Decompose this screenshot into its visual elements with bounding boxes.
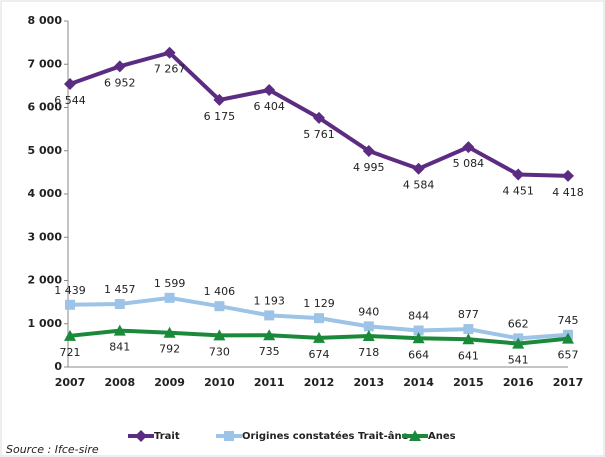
point bbox=[512, 168, 525, 181]
y-tick-label: 1 000 bbox=[28, 317, 63, 330]
point bbox=[65, 299, 75, 310]
y-tick-label: 8 000 bbox=[28, 14, 63, 27]
point bbox=[314, 313, 324, 324]
data-label: 4 451 bbox=[502, 184, 534, 197]
data-label: 1 599 bbox=[154, 277, 186, 290]
y-tick-label: 5 000 bbox=[28, 144, 63, 157]
data-label: 6 952 bbox=[104, 76, 136, 89]
point bbox=[264, 310, 275, 321]
point bbox=[512, 337, 525, 349]
point bbox=[113, 324, 126, 336]
data-label: 6 404 bbox=[253, 100, 285, 113]
x-tick-label: 2011 bbox=[254, 376, 285, 389]
legend-marker bbox=[135, 430, 147, 442]
data-label: 735 bbox=[259, 345, 280, 358]
y-tick-label: 2 000 bbox=[28, 274, 63, 287]
y-tick-label: 0 bbox=[54, 360, 62, 373]
y-tick-label: 3 000 bbox=[28, 230, 63, 243]
data-label: 6 175 bbox=[204, 110, 236, 123]
point bbox=[462, 141, 475, 154]
x-tick-label: 2010 bbox=[204, 376, 235, 389]
x-tick-label: 2014 bbox=[403, 376, 434, 389]
data-label: 674 bbox=[309, 348, 330, 361]
point bbox=[313, 331, 325, 343]
data-label: 4 584 bbox=[403, 179, 435, 192]
data-label: 745 bbox=[558, 314, 579, 327]
x-tick-label: 2017 bbox=[553, 376, 584, 389]
data-label: 844 bbox=[408, 309, 429, 322]
data-label: 662 bbox=[508, 317, 529, 330]
data-label: 4 995 bbox=[353, 161, 385, 174]
data-label: 1 406 bbox=[204, 285, 236, 298]
point bbox=[412, 162, 425, 175]
data-label: 721 bbox=[60, 346, 81, 359]
data-label: 841 bbox=[109, 341, 130, 354]
point bbox=[363, 321, 374, 332]
data-label: 7 267 bbox=[154, 63, 186, 76]
data-label: 1 439 bbox=[54, 284, 86, 297]
x-tick-label: 2015 bbox=[453, 376, 484, 389]
point bbox=[462, 333, 475, 345]
point bbox=[164, 292, 175, 303]
point bbox=[413, 325, 424, 336]
point bbox=[214, 301, 225, 312]
point bbox=[64, 329, 76, 341]
data-label: 657 bbox=[558, 349, 579, 362]
legend-marker bbox=[224, 431, 234, 441]
x-tick-label: 2009 bbox=[154, 376, 185, 389]
data-label: 1 129 bbox=[303, 297, 335, 310]
point bbox=[562, 169, 574, 182]
point bbox=[64, 77, 76, 90]
data-label: 940 bbox=[358, 305, 379, 318]
x-tick-label: 2008 bbox=[104, 376, 135, 389]
point bbox=[213, 329, 226, 341]
x-tick-label: 2012 bbox=[304, 376, 335, 389]
point bbox=[263, 84, 276, 97]
data-label: 4 418 bbox=[552, 186, 584, 199]
point bbox=[313, 111, 325, 124]
x-tick-label: 2007 bbox=[55, 376, 86, 389]
data-label: 718 bbox=[358, 346, 379, 359]
point bbox=[263, 329, 276, 341]
data-label: 792 bbox=[159, 343, 180, 356]
legend-label: Origines constatées Trait-âne bbox=[242, 430, 409, 442]
data-label: 541 bbox=[508, 354, 529, 367]
legend-label: Trait bbox=[154, 431, 180, 442]
data-label: 6 544 bbox=[54, 94, 86, 107]
point bbox=[213, 93, 226, 106]
point bbox=[362, 144, 375, 157]
data-label: 5 084 bbox=[453, 157, 485, 170]
legend-marker bbox=[409, 430, 421, 441]
data-label: 730 bbox=[209, 345, 230, 358]
data-label: 664 bbox=[408, 348, 429, 361]
point bbox=[163, 326, 176, 338]
y-tick-label: 4 000 bbox=[28, 187, 63, 200]
point bbox=[114, 298, 125, 309]
data-label: 5 761 bbox=[303, 128, 335, 141]
y-tick-label: 7 000 bbox=[28, 57, 63, 70]
point bbox=[163, 46, 176, 59]
data-label: 641 bbox=[458, 349, 479, 362]
y-tick-label: 6 000 bbox=[28, 101, 63, 114]
data-label: 1 457 bbox=[104, 283, 136, 296]
data-label: 877 bbox=[458, 308, 479, 321]
point bbox=[562, 332, 574, 344]
point bbox=[113, 60, 126, 73]
source-note: Source : Ifce-sire bbox=[6, 443, 99, 456]
data-label: 1 193 bbox=[253, 294, 285, 307]
point bbox=[463, 324, 474, 335]
x-tick-label: 2013 bbox=[353, 376, 384, 389]
legend-label: Anes bbox=[428, 431, 456, 442]
point bbox=[362, 329, 375, 341]
point bbox=[412, 332, 425, 344]
x-tick-label: 2016 bbox=[503, 376, 534, 389]
